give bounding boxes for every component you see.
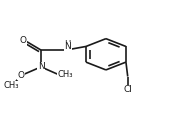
- Text: CH₃: CH₃: [3, 81, 19, 90]
- Text: O: O: [19, 36, 26, 45]
- Text: N: N: [64, 42, 71, 51]
- Text: H: H: [64, 40, 71, 49]
- Text: Cl: Cl: [124, 85, 133, 94]
- Text: N: N: [38, 62, 44, 71]
- Text: O: O: [17, 71, 24, 80]
- Text: CH₃: CH₃: [58, 70, 73, 79]
